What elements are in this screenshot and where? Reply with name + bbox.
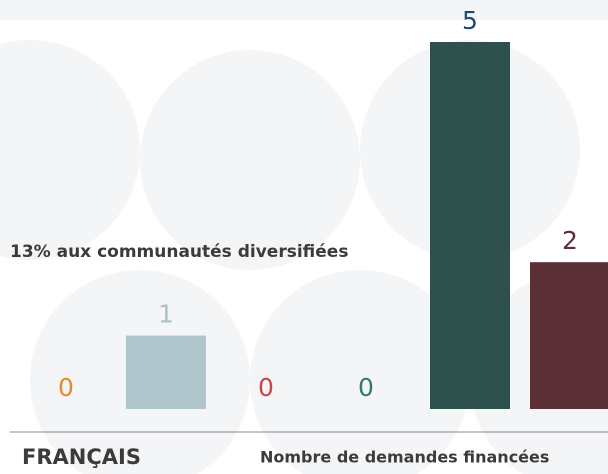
value-label: 0 — [358, 373, 374, 402]
value-label: 0 — [58, 373, 74, 402]
annotation: 13% aux communautés diversifiées — [10, 242, 348, 262]
value-label: 5 — [462, 6, 478, 35]
value-label: 1 — [158, 300, 174, 329]
bar — [530, 262, 608, 409]
value-label: 0 — [258, 373, 274, 402]
chart-title: FRANÇAIS — [22, 445, 141, 469]
x-axis-label: Nombre de demandes financées — [260, 448, 549, 467]
bar — [126, 335, 206, 409]
bar — [430, 42, 510, 409]
value-label: 2 — [562, 226, 578, 255]
